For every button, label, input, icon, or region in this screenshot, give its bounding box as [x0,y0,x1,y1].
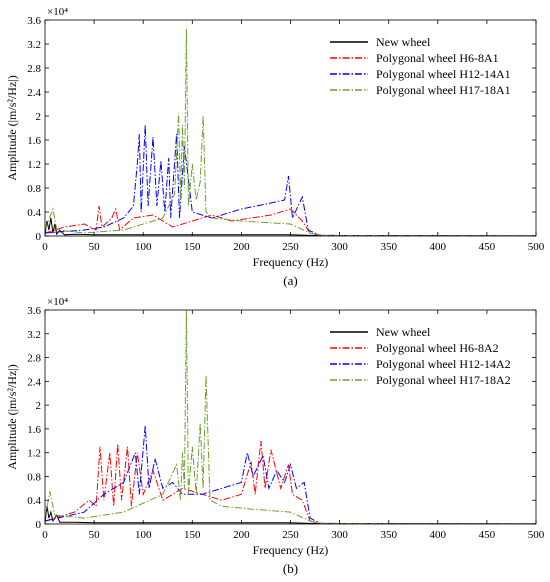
x-tick-label: 500 [528,529,545,541]
y-tick-label: 1.2 [27,159,41,171]
x-tick-label: 450 [479,241,496,253]
legend-label-0: New wheel [376,325,431,339]
legend-label-0: New wheel [376,35,431,49]
x-tick-label: 100 [135,241,152,253]
series-line-3 [45,28,536,236]
x-tick-label: 50 [89,241,101,253]
y-tick-label: 2.8 [27,63,41,75]
x-tick-label: 150 [184,241,201,253]
legend: New wheel Polygonal wheel H6-8A2 Polygonal… [330,325,511,387]
legend-label-2: Polygonal wheel H12-14A2 [376,357,511,371]
y-tick-label: 2.4 [27,87,41,99]
x-axis-label: Frequency (Hz) [253,255,329,269]
x-tick-label: 450 [479,529,496,541]
panel-caption: (b) [283,561,298,576]
y-tick-label: 1.2 [27,448,41,460]
y-tick-label: 1.6 [27,424,41,436]
y-tick-label: 1.6 [27,135,41,147]
x-tick-label: 300 [331,241,348,253]
series-line-0 [45,506,536,524]
series-line-2 [45,425,536,524]
x-tick-label: 150 [184,529,201,541]
legend-label-1: Polygonal wheel H6-8A2 [376,341,499,355]
y-tick-label: 0.8 [27,471,41,483]
x-axis-label: Frequency (Hz) [253,543,329,557]
legend-label-3: Polygonal wheel H17-18A1 [376,83,511,97]
y-tick-label: 2 [36,400,42,412]
x-tick-label: 350 [380,241,397,253]
legend-label-2: Polygonal wheel H12-14A1 [376,67,511,81]
x-tick-label: 0 [42,529,48,541]
chart-panel-a: 0 50 100 150 200 250 300 350 400 450 500 0 0.4 0.8 1.2… [5,6,545,288]
x-tick-label: 400 [430,529,447,541]
y-tick-label: 0.4 [27,495,41,507]
series-line-0 [45,217,536,236]
series-group [45,28,536,236]
x-tick-label: 250 [282,529,299,541]
series-line-2 [45,124,536,236]
y-scale-note: ×10⁴ [47,6,68,18]
y-tick-label: 3.6 [27,15,41,27]
y-tick-label: 0.4 [27,207,41,219]
x-tick-label: 500 [528,241,545,253]
x-tick-label: 200 [233,529,250,541]
panel-caption: (a) [283,273,297,288]
y-axis-label: Amplitude (|m/s²/Hz|) [5,75,19,180]
y-tick-label: 2.8 [27,353,41,365]
legend: New wheel Polygonal wheel H6-8A1 Polygonal… [330,35,511,97]
x-tick-label: 100 [135,529,152,541]
y-tick-label: 3.2 [27,329,41,341]
x-tick-label: 0 [42,241,48,253]
x-tick-label: 400 [430,241,447,253]
y-scale-note: ×10⁴ [47,296,68,308]
series-line-1 [45,205,536,236]
y-tick-label: 3.2 [27,39,41,51]
series-group [45,310,536,524]
x-tick-label: 50 [89,529,101,541]
series-line-1 [45,440,536,524]
x-tick-label: 250 [282,241,299,253]
y-axis-label: Amplitude (|m/s²/Hz|) [5,364,19,469]
y-tick-label: 2 [36,111,42,123]
x-tick-label: 200 [233,241,250,253]
y-tick-label: 0.8 [27,183,41,195]
series-line-3 [45,310,536,524]
y-tick-label: 0 [36,231,42,243]
chart-panel-b: 0 50 100 150 200 250 300 350 400 450 500 0 0.4 0.8 1.2… [5,296,545,576]
x-tick-label: 300 [331,529,348,541]
x-tick-label: 350 [380,529,397,541]
y-tick-label: 0 [36,519,42,531]
legend-label-3: Polygonal wheel H17-18A2 [376,373,511,387]
legend-label-1: Polygonal wheel H6-8A1 [376,51,499,65]
y-tick-label: 3.6 [27,305,41,317]
y-tick-label: 2.4 [27,376,41,388]
